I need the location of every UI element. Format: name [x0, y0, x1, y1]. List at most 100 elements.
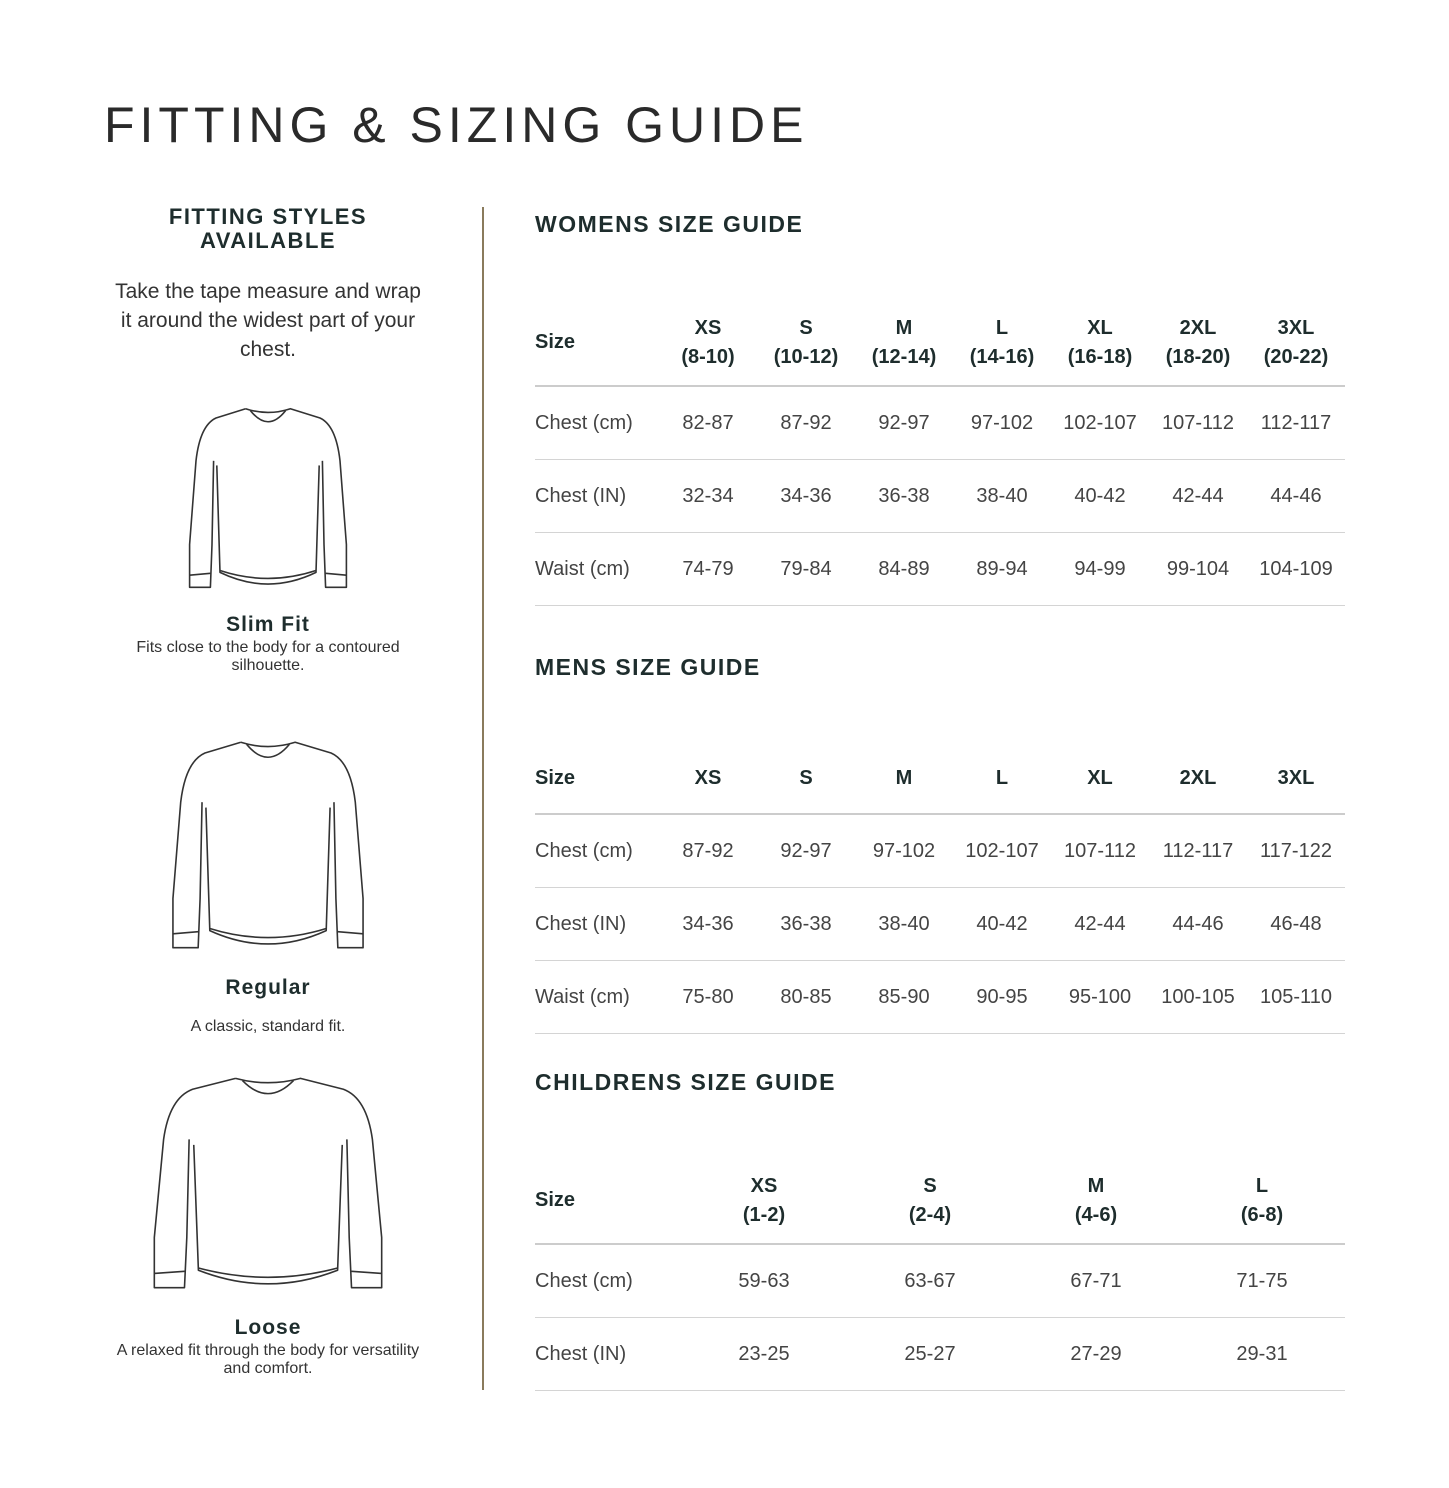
measurement-value: 32-34 — [659, 459, 757, 533]
table-row: Chest (cm) 59-63 63-67 67-71 71-75 — [535, 1244, 1345, 1318]
measurement-label: Chest (cm) — [535, 386, 659, 460]
table-row: Chest (IN) 32-34 34-36 36-38 38-40 40-42 42-44… — [535, 459, 1345, 533]
table-row: Chest (cm) 82-87 87-92 92-97 97-102 102-107 10… — [535, 386, 1345, 460]
size-table: Size XS S M L XL 2XL 3XL Chest (cm) 87-92 92-97 97-… — [535, 743, 1345, 1034]
measurement-value: 44-46 — [1247, 459, 1345, 533]
measurement-label: Chest (IN) — [535, 459, 659, 533]
size-column-header: L (6-8) — [1179, 1158, 1345, 1245]
measurement-value: 107-112 — [1051, 814, 1149, 888]
measurement-value: 59-63 — [681, 1244, 847, 1318]
measurement-value: 112-117 — [1247, 386, 1345, 460]
loose-sweater-icon — [152, 1074, 384, 1292]
womens-size-guide: WOMENS SIZE GUIDE Size XS (8-10) S (10-12)… — [535, 211, 1345, 606]
section-heading: CHILDRENS SIZE GUIDE — [535, 1069, 836, 1095]
size-column-header: S (2-4) — [847, 1158, 1013, 1245]
measurement-value: 87-92 — [757, 386, 855, 460]
table-header-row: Size XS S M L XL 2XL 3XL — [535, 743, 1345, 815]
size-column-header: M (12-14) — [855, 300, 953, 387]
table-header-row: Size XS (8-10) S (10-12) M (12-14) L (14-16)… — [535, 300, 1345, 387]
measurement-label: Chest (IN) — [535, 887, 659, 961]
size-column-header: XL — [1051, 743, 1149, 815]
measurement-value: 117-122 — [1247, 814, 1345, 888]
measurement-value: 85-90 — [855, 960, 953, 1034]
measurement-value: 79-84 — [757, 532, 855, 606]
measurement-value: 36-38 — [855, 459, 953, 533]
measurement-value: 23-25 — [681, 1317, 847, 1391]
measurement-value: 36-38 — [757, 887, 855, 961]
measurement-value: 29-31 — [1179, 1317, 1345, 1391]
measurement-value: 100-105 — [1149, 960, 1247, 1034]
measurement-value: 27-29 — [1013, 1317, 1179, 1391]
measurement-value: 89-94 — [953, 532, 1051, 606]
size-column-header: 2XL — [1149, 743, 1247, 815]
measurement-label: Chest (cm) — [535, 814, 659, 888]
size-table: Size XS (1-2) S (2-4) M (4-6) L (6-8) Chest (… — [535, 1158, 1345, 1391]
mens-size-guide: MENS SIZE GUIDE Size XS S M L XL 2XL 3XL Chest (… — [535, 654, 1345, 1034]
measurement-value: 107-112 — [1149, 386, 1247, 460]
measurement-value: 42-44 — [1149, 459, 1247, 533]
measurement-value: 34-36 — [757, 459, 855, 533]
measurement-value: 40-42 — [1051, 459, 1149, 533]
fit-style-description: Fits close to the body for a contoured s… — [136, 639, 400, 674]
measurement-value: 105-110 — [1247, 960, 1345, 1034]
table-row: Chest (IN) 34-36 36-38 38-40 40-42 42-44 44-46… — [535, 887, 1345, 961]
table-row: Waist (cm) 74-79 79-84 84-89 89-94 94-99 99-10… — [535, 532, 1345, 606]
measurement-label: Waist (cm) — [535, 960, 659, 1034]
measurement-value: 80-85 — [757, 960, 855, 1034]
section-heading: WOMENS SIZE GUIDE — [535, 211, 804, 237]
measurement-label: Waist (cm) — [535, 532, 659, 606]
measurement-value: 112-117 — [1149, 814, 1247, 888]
page-title: FITTING & SIZING GUIDE — [104, 97, 809, 153]
measurement-label: Chest (IN) — [535, 1317, 681, 1391]
size-column-label: Size — [535, 1158, 681, 1245]
size-column-header: 3XL (20-22) — [1247, 300, 1345, 387]
measurement-value: 71-75 — [1179, 1244, 1345, 1318]
measurement-value: 95-100 — [1051, 960, 1149, 1034]
size-column-header: XS — [659, 743, 757, 815]
regular-sweater-icon — [171, 738, 365, 952]
measurement-value: 38-40 — [953, 459, 1051, 533]
measurement-label: Chest (cm) — [535, 1244, 681, 1318]
fit-style-description: A relaxed fit through the body for versa… — [116, 1342, 420, 1377]
slim-sweater-icon — [188, 405, 348, 591]
fit-style-regular: Regular A classic, standard fit. — [103, 738, 433, 1052]
size-column-label: Size — [535, 300, 659, 387]
measurement-value: 97-102 — [953, 386, 1051, 460]
measurement-value: 104-109 — [1247, 532, 1345, 606]
measurement-value: 102-107 — [953, 814, 1051, 888]
measurement-value: 34-36 — [659, 887, 757, 961]
measurement-value: 38-40 — [855, 887, 953, 961]
measurement-value: 44-46 — [1149, 887, 1247, 961]
measurement-value: 75-80 — [659, 960, 757, 1034]
size-column-header: S (10-12) — [757, 300, 855, 387]
measurement-value: 25-27 — [847, 1317, 1013, 1391]
fitting-styles-heading: FITTING STYLES AVAILABLE — [168, 204, 368, 253]
fitting-styles-panel: FITTING STYLES AVAILABLE Take the tape m… — [103, 205, 433, 364]
table-row: Chest (cm) 87-92 92-97 97-102 102-107 107-112… — [535, 814, 1345, 888]
table-row: Waist (cm) 75-80 80-85 85-90 90-95 95-100 100-… — [535, 960, 1345, 1034]
measurement-value: 74-79 — [659, 532, 757, 606]
size-column-header: S — [757, 743, 855, 815]
size-column-header: 3XL — [1247, 743, 1345, 815]
fit-style-name: Regular — [225, 976, 311, 999]
fit-style-description: A classic, standard fit. — [190, 1018, 346, 1035]
measurement-value: 92-97 — [757, 814, 855, 888]
measurement-value: 92-97 — [855, 386, 953, 460]
measurement-value: 40-42 — [953, 887, 1051, 961]
fitting-intro: Take the tape measure and wrap it around… — [115, 280, 421, 361]
measurement-value: 102-107 — [1051, 386, 1149, 460]
measurement-value: 82-87 — [659, 386, 757, 460]
size-column-header: L — [953, 743, 1051, 815]
size-column-header: M — [855, 743, 953, 815]
measurement-value: 87-92 — [659, 814, 757, 888]
measurement-value: 90-95 — [953, 960, 1051, 1034]
measurement-value: 42-44 — [1051, 887, 1149, 961]
table-header-row: Size XS (1-2) S (2-4) M (4-6) L (6-8) — [535, 1158, 1345, 1245]
size-column-header: XS (8-10) — [659, 300, 757, 387]
measurement-value: 84-89 — [855, 532, 953, 606]
measurement-value: 63-67 — [847, 1244, 1013, 1318]
size-column-header: L (14-16) — [953, 300, 1051, 387]
column-divider — [482, 207, 484, 1390]
size-column-label: Size — [535, 743, 659, 815]
table-row: Chest (IN) 23-25 25-27 27-29 29-31 — [535, 1317, 1345, 1391]
